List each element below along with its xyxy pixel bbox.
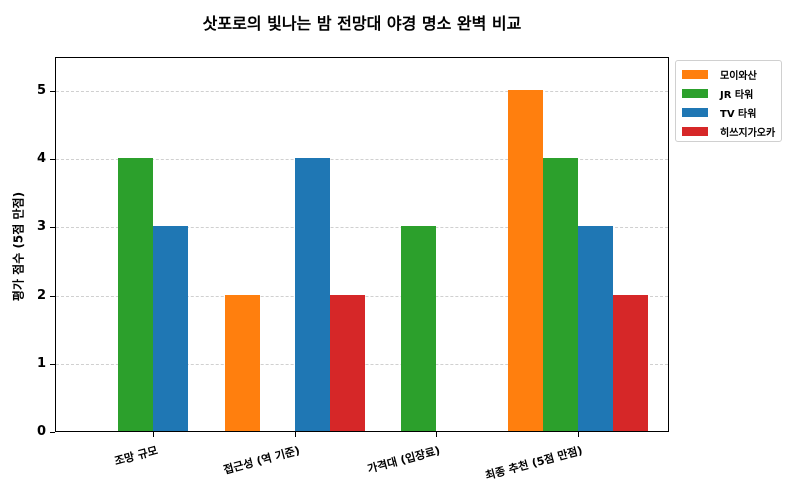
- x-tick-label: 조망 규모: [112, 443, 159, 468]
- bar: [225, 294, 260, 431]
- y-tick-label: 0: [36, 424, 46, 439]
- legend-item: 모이와산: [682, 67, 757, 82]
- bar: [508, 90, 543, 431]
- bar: [613, 294, 648, 431]
- x-tick-mark: [153, 432, 154, 437]
- y-tick-mark: [50, 227, 55, 229]
- bar: [578, 226, 613, 431]
- bar: [543, 158, 578, 431]
- y-tick-mark: [50, 295, 55, 297]
- y-tick-mark: [50, 159, 55, 161]
- bar: [118, 158, 153, 431]
- y-tick-label: 4: [36, 151, 46, 167]
- legend-label: JR 타워: [720, 89, 754, 101]
- legend-label: 모이와산: [720, 70, 757, 82]
- y-tick-label: 2: [36, 287, 46, 303]
- x-tick-mark: [295, 432, 296, 437]
- legend-swatch: [682, 88, 708, 98]
- legend-label: TV 타워: [720, 108, 757, 120]
- y-tick-label: 5: [36, 83, 46, 98]
- x-tick-label: 접근성 (역 기준): [221, 443, 301, 477]
- gridline: [56, 159, 668, 161]
- y-tick-mark: [50, 91, 55, 92]
- bar: [401, 226, 436, 431]
- legend-item: TV 타워: [682, 105, 757, 120]
- bar: [153, 226, 188, 431]
- bar: [295, 158, 330, 431]
- legend-swatch: [682, 69, 708, 79]
- x-tick-mark: [436, 432, 437, 437]
- bar: [330, 294, 365, 431]
- x-tick-label: 가격대 (입장료): [366, 443, 442, 476]
- y-tick-mark: [50, 363, 55, 365]
- x-tick-label: 최종 추천 (5점 만점): [483, 443, 584, 483]
- y-tick-label: 3: [36, 219, 46, 235]
- y-tick-mark: [50, 432, 55, 433]
- plot-area: [55, 57, 669, 432]
- legend-item: JR 타워: [682, 86, 754, 101]
- legend-swatch: [682, 126, 708, 136]
- chart-title: 삿포로의 빛나는 밤 전망대 야경 명소 완벽 비교: [202, 14, 522, 33]
- gridline: [56, 91, 668, 92]
- y-axis-label: 평가 점수 (5점 만점): [11, 191, 26, 302]
- y-tick-label: 1: [36, 355, 46, 371]
- legend-item: 히쓰지가오카: [682, 124, 776, 139]
- gridline: [56, 227, 668, 229]
- legend-label: 히쓰지가오카: [720, 127, 776, 139]
- legend-swatch: [682, 107, 708, 117]
- x-tick-mark: [578, 432, 579, 437]
